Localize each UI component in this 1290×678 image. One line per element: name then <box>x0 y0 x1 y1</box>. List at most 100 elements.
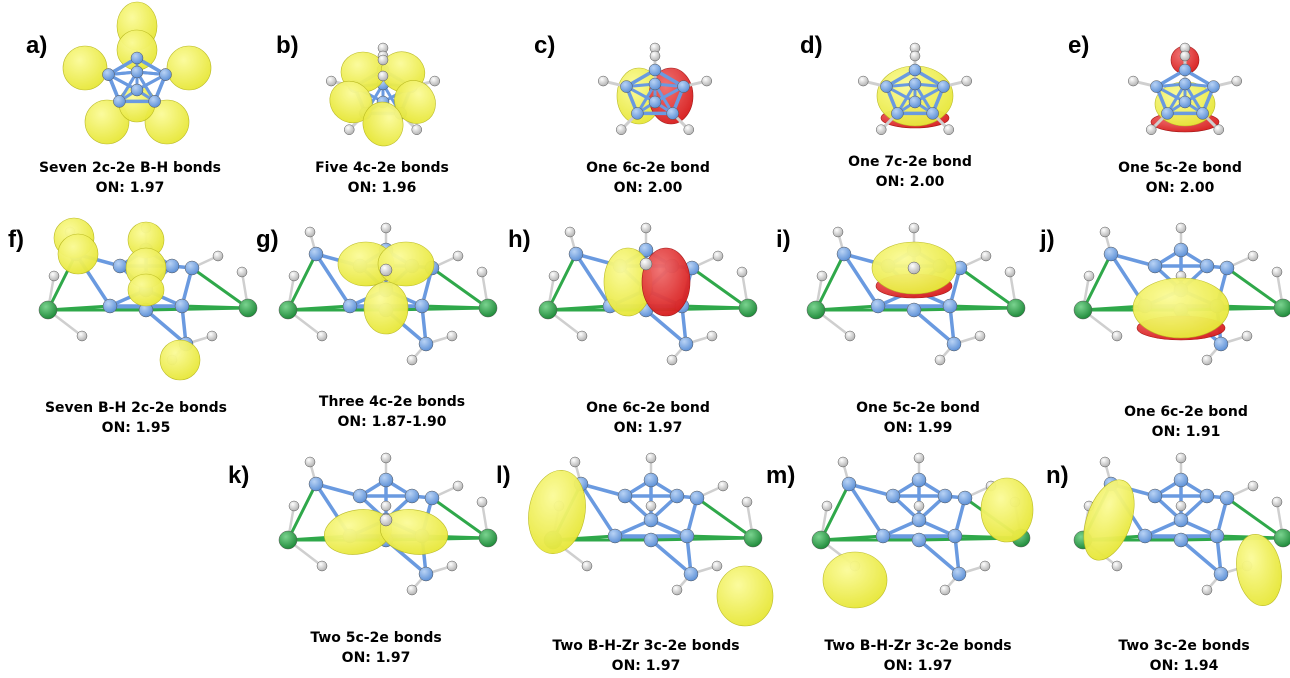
boron-atom <box>643 512 659 528</box>
panel-label-l: l) <box>496 462 511 489</box>
zirconium-atom <box>1006 298 1026 318</box>
hydrogen-atom <box>380 500 392 512</box>
boron-atom <box>617 488 633 504</box>
panel-label-j: j) <box>1040 226 1055 253</box>
hydrogen-atom <box>304 456 316 468</box>
hydrogen-atom <box>615 124 627 135</box>
panel-label-i: i) <box>776 226 791 253</box>
molecule-n <box>1073 452 1290 606</box>
boron-atom <box>643 472 659 488</box>
panel-label-f: f) <box>8 226 24 253</box>
boron-atom <box>1219 490 1235 506</box>
boron-atom <box>130 51 144 65</box>
boron-atom <box>1213 336 1229 352</box>
boron-atom <box>1161 107 1174 120</box>
boron-atom <box>648 77 662 91</box>
hydrogen-atom <box>406 354 418 366</box>
boron-atom <box>1178 63 1192 77</box>
hydrogen-atom <box>564 226 576 238</box>
boron-atom <box>631 107 644 120</box>
hydrogen-atom <box>934 354 946 366</box>
hydrogen-atom <box>711 560 723 572</box>
boron-atom <box>880 80 893 93</box>
boron-atom <box>174 298 190 314</box>
panel-label-n: n) <box>1046 462 1069 489</box>
hydrogen-atom <box>979 560 991 572</box>
molecule-j <box>1073 222 1290 366</box>
zirconium-atom <box>1073 300 1093 320</box>
boron-atom <box>891 107 904 120</box>
hydrogen-atom <box>452 250 464 262</box>
boron-atom <box>1178 95 1192 109</box>
hydrogen-atom <box>1231 75 1243 87</box>
panel-label-e: e) <box>1068 32 1090 59</box>
hydrogen-atom <box>736 266 748 278</box>
hydrogen-atom <box>76 330 88 342</box>
orbital-lobe <box>641 247 691 317</box>
boron-atom <box>1173 242 1189 258</box>
boron-atom <box>638 242 654 258</box>
hydrogen-atom <box>379 513 393 527</box>
boron-atom <box>184 260 200 276</box>
hydrogen-atom <box>706 330 718 342</box>
hydrogen-atom <box>1175 500 1187 512</box>
hydrogen-atom <box>1213 124 1225 135</box>
boron-atom <box>911 472 927 488</box>
caption-g-on: ON: 1.87-1.90 <box>337 414 447 430</box>
hydrogen-atom <box>837 456 849 468</box>
hydrogen-atom <box>377 54 389 66</box>
caption-l: Two B-H-Zr 3c-2e bonds ON: 1.97 <box>536 636 756 676</box>
boron-atom <box>669 488 685 504</box>
hydrogen-atom <box>1247 480 1259 492</box>
caption-g-text: Three 4c-2e bonds <box>318 394 466 410</box>
molecule-e <box>1127 42 1243 135</box>
hydrogen-atom <box>1241 330 1253 342</box>
caption-k-text: Two 5c-2e bonds <box>310 630 442 646</box>
panel-label-k: k) <box>228 462 250 489</box>
caption-d-on: ON: 2.00 <box>875 174 945 190</box>
boron-atom <box>1196 107 1209 120</box>
hydrogen-atom <box>288 270 300 282</box>
hydrogen-atom <box>875 124 887 135</box>
boron-atom <box>937 488 953 504</box>
caption-d-text: One 7c-2e bond <box>848 154 972 170</box>
hydrogen-atom <box>683 124 695 135</box>
hydrogen-atom <box>446 560 458 572</box>
boron-atom <box>689 490 705 506</box>
boron-atom <box>424 490 440 506</box>
hydrogen-atom <box>1247 250 1259 262</box>
boron-atom <box>1207 80 1220 93</box>
caption-k: Two 5c-2e bonds ON: 1.97 <box>276 628 476 668</box>
hydrogen-atom <box>1271 266 1283 278</box>
hydrogen-atom <box>212 250 224 262</box>
hydrogen-atom <box>1099 226 1111 238</box>
zirconium-atom <box>278 530 298 550</box>
caption-e: One 5c-2e bond ON: 2.00 <box>1080 158 1280 198</box>
caption-b-on: ON: 1.96 <box>347 180 417 196</box>
zirconium-atom <box>38 300 58 320</box>
hydrogen-atom <box>1201 584 1213 596</box>
caption-n-text: Two 3c-2e bonds <box>1118 638 1250 654</box>
hydrogen-atom <box>913 452 925 464</box>
hydrogen-atom <box>316 560 328 572</box>
boron-atom <box>1173 512 1189 528</box>
boron-atom <box>841 476 857 492</box>
hydrogen-atom <box>569 456 581 468</box>
hydrogen-atom <box>1083 270 1095 282</box>
boron-atom <box>1147 488 1163 504</box>
caption-l-on: ON: 1.97 <box>611 658 681 674</box>
caption-j-text: One 6c-2e bond <box>1124 404 1248 420</box>
hydrogen-atom <box>844 330 856 342</box>
caption-f: Seven B-H 2c-2e bonds ON: 1.95 <box>36 398 236 438</box>
zirconium-atom <box>743 528 763 548</box>
caption-c-on: ON: 2.00 <box>613 180 683 196</box>
panel-label-a: a) <box>26 32 48 59</box>
boron-atom <box>937 80 950 93</box>
panel-label-h: h) <box>508 226 531 253</box>
panel-label-d: d) <box>800 32 823 59</box>
hydrogen-atom <box>380 452 392 464</box>
caption-i: One 5c-2e bond ON: 1.99 <box>818 398 1018 438</box>
caption-m-text: Two B-H-Zr 3c-2e bonds <box>824 638 1012 654</box>
panel-label-m: m) <box>766 462 796 489</box>
caption-e-on: ON: 2.00 <box>1145 180 1215 196</box>
